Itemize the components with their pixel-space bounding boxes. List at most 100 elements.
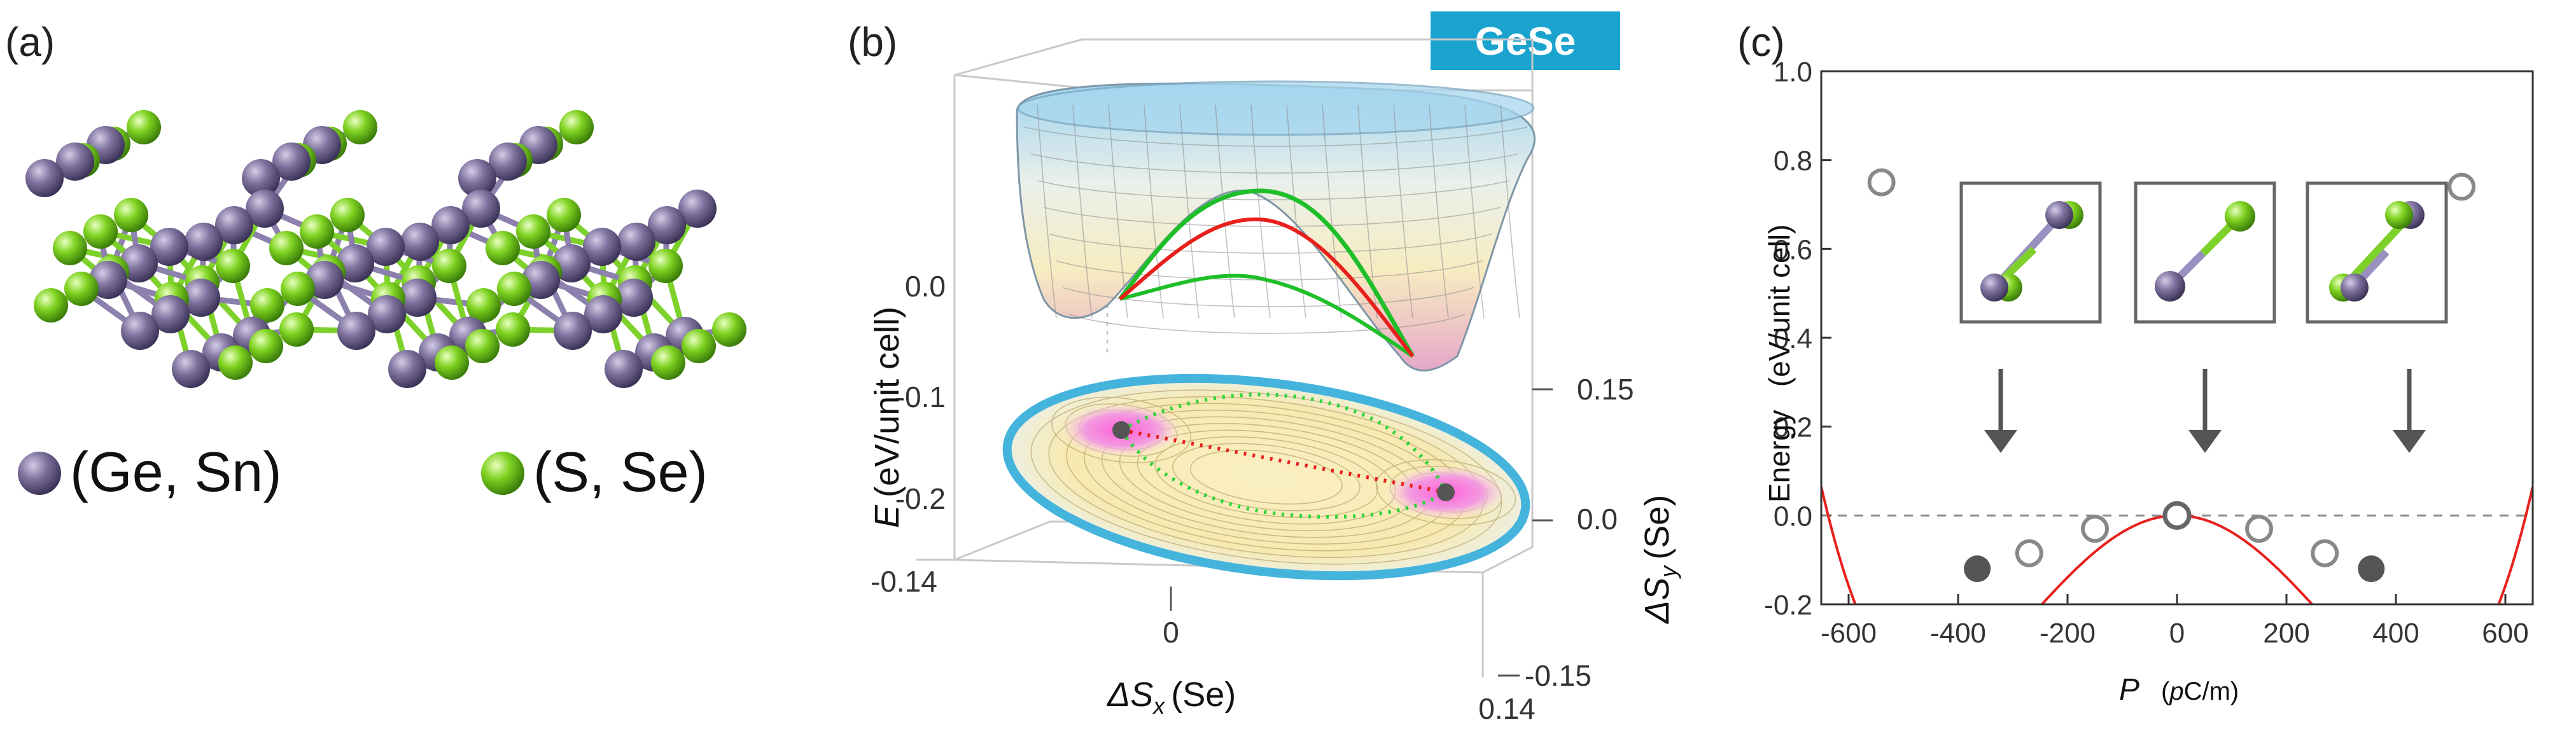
s-se-atom <box>547 198 581 232</box>
s-se-atom <box>216 249 250 283</box>
mesh-line <box>1030 153 1519 174</box>
y-axis-title: ΔSy (Se) <box>1638 495 1681 625</box>
panel-c-label: (c) <box>1737 19 1785 65</box>
data-point-open <box>1867 168 1896 197</box>
data-point-open <box>2447 172 2476 201</box>
ge-sn-atom <box>305 261 344 299</box>
y-tick-label-c: 0.8 <box>1774 146 1812 177</box>
s-se-atom <box>496 312 530 347</box>
ge-sn-sphere-icon <box>18 452 61 495</box>
x-tick-label-c: 0 <box>2169 618 2185 649</box>
y-axis-title-c-unit: (eV/unit cell) <box>1763 225 1796 387</box>
ge-sn-atom <box>56 142 94 181</box>
mesh-line <box>1068 314 1466 334</box>
mesh-line <box>1286 104 1306 319</box>
s-se-atom <box>250 288 284 323</box>
z-tick-2: -0.2 <box>895 482 946 515</box>
panel-a: (a) (Ge, Sn) (S, Se) <box>5 19 746 503</box>
x-tick-0: -0.14 <box>871 565 937 598</box>
s-se-atom <box>712 312 746 347</box>
s-se-atom <box>497 272 531 306</box>
legend-s-se-label: (S, Se) <box>533 440 708 503</box>
data-point-open <box>2245 515 2273 543</box>
energy-chart: 1.0 0.8 0.6 0.4 0.2 0.0 -0.2 -600 -400 -200 0 200 40… <box>1763 57 2534 707</box>
inset-right-metal-bottom <box>2341 274 2369 302</box>
x-axis-title-c-main: P <box>2119 673 2139 707</box>
ge-sn-atom <box>337 312 375 350</box>
ge-sn-atom <box>121 312 159 350</box>
contour-floor <box>1002 373 1530 581</box>
inset-center-chalcogen <box>2225 201 2255 232</box>
ge-sn-atom <box>25 159 64 197</box>
arrow-center-icon <box>2188 430 2222 453</box>
ge-sn-atom <box>522 261 560 299</box>
z-axis-title: E (eV/unit cell) <box>868 307 906 528</box>
ge-sn-atom <box>605 350 643 388</box>
y-axis-title-c: Energy (eV/unit cell) <box>1763 225 1796 503</box>
ge-sn-atom <box>583 228 621 266</box>
mesh-line <box>1322 104 1342 319</box>
surface-path-curved-upper <box>1118 188 1415 358</box>
ge-sn-atom <box>367 228 405 266</box>
contour-line <box>1051 396 1192 464</box>
ge-sn-atom <box>617 223 655 261</box>
y-axis-subscript: y <box>1655 565 1681 580</box>
s-se-atom <box>435 345 469 380</box>
inset-right <box>2306 181 2448 324</box>
legend-s-se: (S, Se) <box>481 440 708 503</box>
s-se-atom <box>34 288 68 323</box>
inset-left <box>1959 181 2102 324</box>
y-axis-title-c-main: Energy <box>1763 410 1796 503</box>
panel-b-label: (b) <box>848 19 897 65</box>
mesh-line <box>1144 104 1164 319</box>
s-se-atom <box>279 312 314 347</box>
mesh-line <box>1037 104 1057 319</box>
plot-frame <box>1820 70 2534 606</box>
mesh-line <box>1500 104 1520 319</box>
s-se-sphere-icon <box>481 452 524 495</box>
s-se-atom <box>114 198 148 232</box>
s-se-atom <box>648 249 683 283</box>
ge-sn-atom <box>368 295 406 333</box>
x-axis: -0.14 0 0.14 ΔSx (Se) <box>871 565 1536 725</box>
x-axis-title: ΔSx (Se) <box>1106 676 1236 719</box>
chart-ticks: 1.0 0.8 0.6 0.4 0.2 0.0 -0.2 -600 -400 -200 0 200 40… <box>1764 57 2529 649</box>
z-axis-unit: (eV/unit cell) <box>868 307 906 497</box>
z-tick-1: -0.1 <box>895 380 946 413</box>
ge-sn-atom <box>185 223 223 261</box>
y-tick-label-c: 0.4 <box>1774 323 1812 354</box>
mesh-line <box>1062 287 1474 307</box>
inset-center-metal <box>2155 271 2185 302</box>
ge-sn-atom <box>336 244 374 282</box>
minimum-right-marker <box>1437 483 1455 501</box>
panel-a-label: (a) <box>5 19 55 65</box>
y-tick-label-c: 0.6 <box>1774 234 1812 265</box>
x-tick-label-c: 200 <box>2263 618 2309 649</box>
contour-path-curved-lower <box>1119 429 1447 519</box>
y-tick-label-c: 0.0 <box>1774 501 1812 532</box>
y-axis: 0.15 0.0 -0.15 ΔSy (Se) <box>1498 373 1681 692</box>
s-se-atom <box>330 198 365 232</box>
ge-sn-atom <box>182 279 220 317</box>
y-axis-unit: (Se) <box>1638 495 1676 560</box>
mesh-line <box>1043 207 1501 227</box>
arrow-right-icon <box>2393 430 2426 453</box>
material-badge: GeSe <box>1431 11 1620 70</box>
x-tick-label-c: 400 <box>2372 618 2419 649</box>
data-point-open <box>2311 539 2339 567</box>
x-axis-title-c-open: ( <box>2161 677 2170 705</box>
x-axis-symbol: ΔS <box>1106 676 1153 714</box>
contour-line <box>1189 449 1343 505</box>
x-tick-label-c: -400 <box>1930 618 1986 649</box>
z-axis: 0.0 -0.1 -0.2 E (eV/unit cell) <box>868 270 946 528</box>
s-se-atom <box>249 329 283 363</box>
minimum-left-marker <box>1112 421 1130 439</box>
x-tick-2: 0.14 <box>1478 692 1536 725</box>
ge-sn-atom <box>489 142 527 181</box>
arrow-left-icon <box>1984 430 2017 453</box>
s-se-atom <box>218 345 253 380</box>
x-tick-1: 0 <box>1163 616 1179 649</box>
s-se-atom <box>559 110 594 144</box>
data-point-open <box>2081 515 2109 543</box>
x-axis-unit: (Se) <box>1171 676 1236 714</box>
